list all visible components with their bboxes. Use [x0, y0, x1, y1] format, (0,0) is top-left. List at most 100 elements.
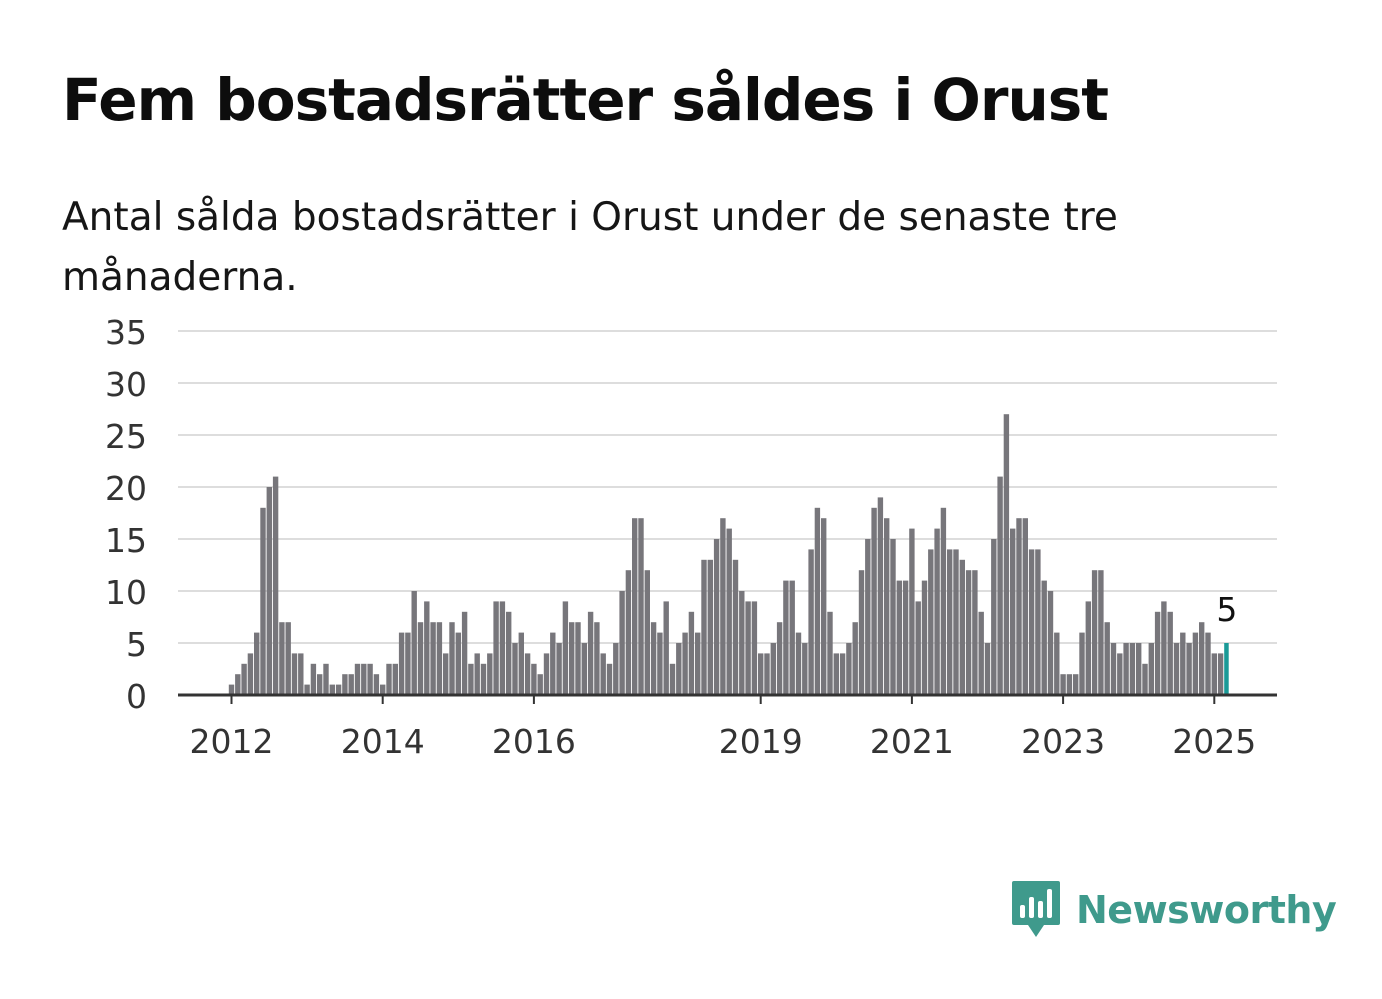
bar [606, 663, 613, 695]
bar [317, 674, 323, 695]
bar [802, 643, 808, 695]
bar [1073, 674, 1079, 695]
bar [531, 663, 537, 695]
bar [1199, 622, 1205, 695]
bar [1035, 549, 1041, 695]
bar [877, 497, 884, 695]
bar [1104, 622, 1110, 695]
bar [279, 622, 285, 695]
bar [827, 611, 833, 695]
bar [821, 518, 827, 695]
x-tick-label: 2023 [1021, 722, 1105, 761]
y-tick-label: 10 [105, 573, 147, 612]
bar [386, 663, 392, 695]
y-tick-label: 35 [105, 313, 147, 352]
bar [720, 518, 726, 695]
bar [543, 653, 550, 695]
bar [405, 632, 411, 695]
bar [342, 674, 348, 695]
bar [953, 549, 959, 695]
bar [235, 674, 241, 695]
bar [947, 549, 953, 695]
x-tick-label: 2016 [492, 722, 576, 761]
bar [833, 653, 839, 695]
x-tick-label: 2012 [190, 722, 274, 761]
bar [808, 549, 814, 695]
bar [921, 580, 928, 695]
bar [241, 663, 247, 695]
bar [638, 518, 644, 695]
bar [902, 580, 909, 695]
bar [783, 580, 789, 695]
bar [669, 663, 676, 695]
bar [795, 632, 802, 695]
bar [487, 653, 493, 695]
bar [1205, 632, 1211, 695]
bar [518, 632, 524, 695]
bar [972, 570, 978, 695]
bar [1098, 570, 1104, 695]
bar [928, 549, 934, 695]
bar [663, 601, 669, 695]
annotation-value: 5 [1216, 590, 1237, 629]
bar [272, 476, 279, 695]
bar [997, 476, 1003, 695]
y-axis-tick-labels: 0 5 10 15 20 25 30 35 [105, 313, 147, 716]
bar [613, 643, 619, 695]
chart-subtitle: Antal sålda bostadsrätter i Orust under … [62, 195, 1118, 300]
bar [512, 643, 518, 695]
bar [335, 684, 342, 695]
bar [770, 643, 776, 695]
bar [884, 518, 890, 695]
newsworthy-logo: Newsworthy [1010, 878, 1337, 942]
bar [858, 570, 865, 695]
bar [839, 653, 846, 695]
bar [1136, 643, 1142, 695]
bar [1142, 663, 1148, 695]
bar [594, 622, 600, 695]
bar [461, 611, 468, 695]
bar [1129, 643, 1136, 695]
bar [348, 674, 354, 695]
bar [814, 507, 821, 695]
brand-name: Newsworthy [1076, 888, 1337, 932]
bar [285, 622, 291, 695]
bar [1066, 674, 1073, 695]
bar [776, 622, 783, 695]
bar [1217, 653, 1224, 695]
bar [228, 684, 235, 695]
last-value-annotation: 5 [1213, 587, 1240, 632]
bar [865, 539, 871, 695]
bar [575, 622, 581, 695]
bar [959, 559, 965, 695]
bar [443, 653, 449, 695]
bar-series [228, 414, 1229, 695]
bar [644, 570, 650, 695]
bar [650, 622, 657, 695]
bar [676, 643, 682, 695]
bar [304, 684, 310, 695]
bar [1110, 643, 1117, 695]
bar [751, 601, 758, 695]
bar [254, 632, 260, 695]
bar [1041, 580, 1047, 695]
bar [373, 674, 380, 695]
bar [600, 653, 606, 695]
bar [1085, 601, 1091, 695]
bar [1054, 632, 1060, 695]
bar [499, 601, 506, 695]
bar [1186, 643, 1192, 695]
bar-highlight [1224, 643, 1229, 695]
bar [890, 539, 896, 695]
x-tick-label: 2019 [719, 722, 803, 761]
bar [392, 663, 398, 695]
bar [480, 663, 487, 695]
newsworthy-logo-icon [1012, 881, 1060, 937]
y-tick-label: 5 [126, 625, 147, 664]
bar [468, 663, 474, 695]
bar [965, 570, 972, 695]
bar [934, 528, 940, 695]
bar [449, 622, 455, 695]
bar [984, 643, 991, 695]
bar [474, 653, 480, 695]
